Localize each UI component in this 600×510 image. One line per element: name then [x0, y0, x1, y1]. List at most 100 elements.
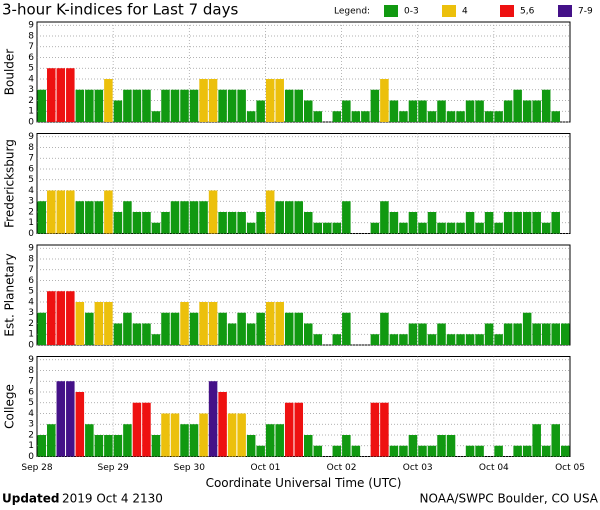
bar	[304, 323, 313, 345]
bar	[522, 312, 532, 345]
bar	[551, 111, 560, 122]
bar	[237, 312, 246, 345]
bar	[465, 445, 475, 457]
panel-frame	[36, 133, 571, 234]
y-tick-label: 0	[28, 452, 34, 462]
bar	[85, 89, 94, 122]
bar	[494, 445, 503, 457]
bar	[256, 445, 265, 457]
bar	[408, 323, 418, 345]
bar	[522, 100, 532, 122]
legend-label: 0-3	[404, 7, 419, 17]
bar	[132, 211, 142, 234]
bar	[284, 312, 294, 345]
bar	[465, 334, 475, 345]
bar	[408, 434, 418, 457]
bar	[342, 100, 351, 122]
bar	[437, 323, 446, 345]
bar	[370, 222, 380, 234]
bar	[189, 312, 199, 345]
bar	[418, 222, 427, 234]
bar	[294, 201, 303, 234]
y-tick-label: 5	[28, 398, 34, 408]
bar	[494, 111, 503, 122]
bar	[37, 201, 47, 234]
bar	[446, 434, 456, 457]
bar	[56, 291, 66, 345]
bar	[75, 201, 85, 234]
y-tick-label: 1	[28, 218, 34, 228]
y-tick-label: 8	[28, 254, 34, 264]
bar	[389, 334, 399, 345]
y-tick-label: 2	[28, 319, 34, 329]
bar	[246, 111, 256, 122]
bar	[332, 222, 342, 234]
y-tick-label: 5	[28, 175, 34, 185]
bar	[284, 89, 294, 122]
bar	[265, 190, 275, 234]
y-tick-label: 7	[28, 265, 34, 275]
bar	[351, 111, 361, 122]
bar	[227, 89, 237, 122]
bar	[75, 391, 85, 457]
bar	[418, 100, 427, 122]
bar	[104, 78, 113, 122]
bar	[342, 312, 351, 345]
bar	[170, 312, 180, 345]
y-tick-label: 0	[28, 229, 34, 239]
bar	[503, 211, 513, 234]
bar	[541, 89, 551, 122]
bar	[437, 100, 446, 122]
y-tick-label: 6	[28, 53, 34, 63]
y-tick-label: 1	[28, 107, 34, 117]
bar	[380, 201, 389, 234]
bar	[437, 434, 446, 457]
bar	[294, 89, 303, 122]
bar	[503, 323, 513, 345]
bar	[75, 89, 85, 122]
x-tick-label: Sep 28	[21, 463, 53, 473]
x-tick-label: Oct 05	[555, 463, 585, 473]
bar	[332, 111, 342, 122]
bar	[66, 381, 75, 457]
bar	[551, 211, 560, 234]
bar	[389, 445, 399, 457]
panel-frame	[36, 244, 571, 346]
bar	[513, 89, 522, 122]
bar	[541, 445, 551, 457]
bar	[47, 190, 56, 234]
y-tick-label: 4	[28, 297, 34, 307]
bar	[437, 222, 446, 234]
bar	[522, 445, 532, 457]
bar	[237, 413, 246, 457]
bar	[142, 323, 151, 345]
bar	[47, 68, 56, 122]
bar	[351, 445, 361, 457]
y-tick-label: 3	[28, 420, 34, 430]
bar	[265, 424, 275, 457]
bar	[180, 301, 189, 345]
bar	[313, 445, 323, 457]
bar	[418, 323, 427, 345]
y-axis-label: Est. Planetary	[3, 253, 17, 336]
bar	[494, 334, 503, 345]
bar	[208, 78, 218, 122]
bar	[85, 424, 94, 457]
bar	[94, 434, 104, 457]
y-tick-label: 3	[28, 85, 34, 95]
bar	[94, 301, 104, 345]
bar	[446, 222, 456, 234]
bar	[304, 100, 313, 122]
bar	[56, 381, 66, 457]
bar	[113, 323, 123, 345]
bar	[113, 100, 123, 122]
bar	[465, 211, 475, 234]
bar	[313, 222, 323, 234]
bar	[170, 201, 180, 234]
bar	[446, 111, 456, 122]
bar	[85, 201, 94, 234]
bar	[142, 211, 151, 234]
legend-swatch	[558, 5, 572, 17]
y-tick-label: 4	[28, 186, 34, 196]
bar	[256, 211, 265, 234]
